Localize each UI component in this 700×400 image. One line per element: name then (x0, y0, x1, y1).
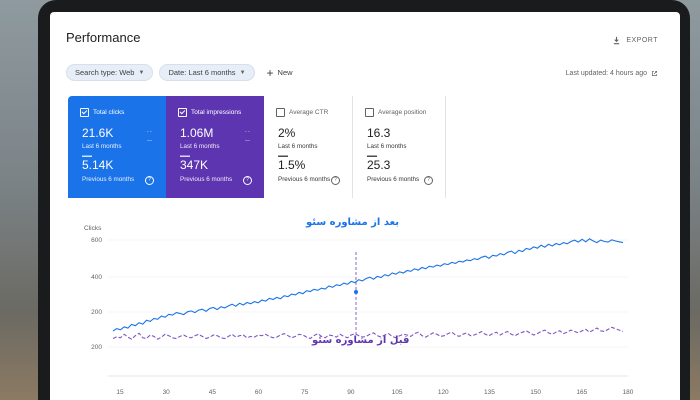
current-value: 1.06M (180, 126, 214, 140)
before-seo-annotation: قبل از مشاوره سئو (312, 335, 410, 346)
last-updated: Last updated: 4 hours ago (566, 70, 658, 77)
current-value: 21.6K (82, 126, 114, 140)
help-icon[interactable]: ? (145, 176, 154, 185)
impressions-series-line (112, 326, 624, 340)
x-tick-label: 150 (530, 389, 541, 396)
export-button[interactable]: EXPORT (612, 36, 658, 45)
average-ctr-card[interactable]: Average CTR 2% Last 6 months ▬▬ 1.5% Pre… (264, 96, 353, 198)
last-updated-text: Last updated: 4 hours ago (565, 70, 647, 77)
new-label: New (277, 68, 293, 77)
current-period: Last 6 months (180, 143, 220, 150)
total-impressions-card[interactable]: Total impressions 1.06M Last 6 months ▬▬… (166, 96, 264, 198)
line-legend: - - — (245, 129, 250, 144)
previous-period: Previous 6 months (180, 176, 233, 183)
y-axis-title: Clicks (84, 225, 102, 232)
x-tick-label: 165 (576, 389, 587, 396)
current-value: 2% (278, 126, 296, 140)
page-title: Performance (66, 30, 141, 45)
card-label: Average position (378, 109, 427, 116)
chevron-down-icon: ▼ (138, 69, 145, 76)
current-period: Last 6 months (278, 143, 318, 150)
annotation-point (354, 290, 358, 294)
current-period: Last 6 months (82, 143, 122, 150)
download-icon (614, 36, 620, 45)
line-legend: - - — (147, 129, 152, 144)
filter-bar: Search type: Web ▼ Date: Last 6 months ▼… (66, 64, 293, 81)
x-tick-label: 30 (163, 389, 171, 396)
plus-icon: + (266, 65, 274, 80)
checkbox-icon[interactable] (80, 108, 89, 117)
export-label: EXPORT (626, 37, 658, 44)
card-label: Average CTR (289, 109, 329, 116)
date-label: Date: Last 6 months (168, 68, 236, 77)
card-label: Total clicks (93, 109, 125, 116)
y-tick-label: 200 (91, 309, 102, 316)
x-tick-label: 135 (484, 389, 495, 396)
y-tick-label: 600 (91, 237, 102, 244)
average-position-card[interactable]: Average position 16.3 Last 6 months ▬▬ 2… (353, 96, 446, 198)
x-tick-label: 105 (392, 389, 403, 396)
clicks-series-line (112, 238, 624, 332)
search-console-screen: Performance EXPORT Search type: Web ▼ Da… (50, 12, 680, 400)
checkbox-icon[interactable] (365, 108, 374, 117)
x-tick-label: 45 (209, 389, 217, 396)
date-filter[interactable]: Date: Last 6 months ▼ (159, 64, 255, 81)
separator: ▬▬ (278, 153, 288, 159)
help-icon[interactable]: ? (331, 176, 340, 185)
after-seo-annotation: بعد از مشاوره سئو (306, 217, 399, 228)
chevron-down-icon: ▼ (239, 69, 246, 76)
y-tick-label: 400 (91, 274, 102, 281)
previous-period: Previous 6 months (367, 176, 420, 183)
metric-cards: Total clicks 21.6K Last 6 months ▬▬ 5.14… (68, 96, 628, 198)
previous-value: 1.5% (278, 158, 306, 172)
card-label: Total impressions (191, 109, 242, 116)
search-type-label: Search type: Web (75, 68, 135, 77)
new-filter-button[interactable]: + New (266, 65, 293, 80)
y-tick-label: 200 (91, 344, 102, 351)
x-tick-label: 60 (255, 389, 263, 396)
x-tick-label: 180 (623, 389, 634, 396)
total-clicks-card[interactable]: Total clicks 21.6K Last 6 months ▬▬ 5.14… (68, 96, 166, 198)
checkbox-icon[interactable] (178, 108, 187, 117)
x-tick-label: 90 (347, 389, 355, 396)
separator: ▬▬ (82, 153, 92, 159)
previous-period: Previous 6 months (278, 176, 331, 183)
previous-value: 347K (180, 158, 209, 172)
x-tick-label: 120 (438, 389, 449, 396)
previous-value: 5.14K (82, 158, 114, 172)
checkbox-icon[interactable] (276, 108, 285, 117)
performance-chart[interactable]: Clicks 600 400 200 200 15 30 45 60 75 90 105 120 135 1… (50, 208, 680, 400)
separator: ▬▬ (367, 153, 377, 159)
x-tick-label: 15 (116, 389, 124, 396)
search-type-filter[interactable]: Search type: Web ▼ (66, 64, 154, 81)
x-tick-label: 75 (301, 389, 309, 396)
help-icon[interactable]: ? (243, 176, 252, 185)
help-icon[interactable]: ? (424, 176, 433, 185)
chart-svg: Clicks 600 400 200 200 15 30 45 60 75 90 105 120 135 1… (84, 225, 634, 396)
current-value: 16.3 (367, 126, 391, 140)
external-link-icon[interactable] (651, 70, 658, 77)
previous-period: Previous 6 months (82, 176, 135, 183)
separator: ▬▬ (180, 153, 190, 159)
previous-value: 25.3 (367, 158, 391, 172)
current-period: Last 6 months (367, 143, 407, 150)
